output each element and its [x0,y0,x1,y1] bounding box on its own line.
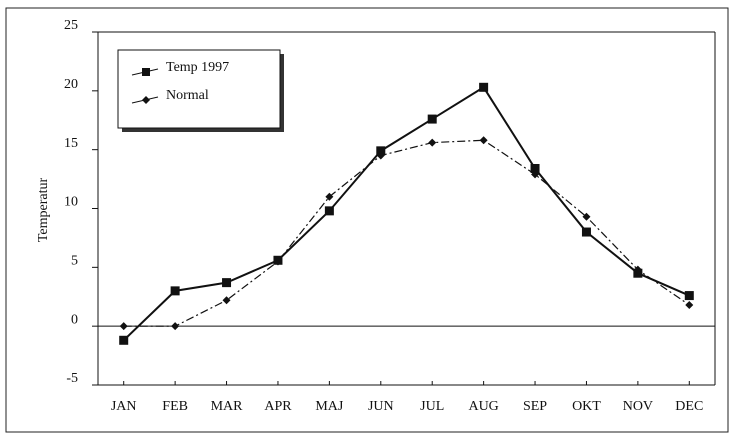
marker [142,96,150,104]
y-tick-label: 5 [71,254,78,269]
marker [171,322,180,331]
marker [376,146,386,156]
marker [530,163,540,173]
marker [582,212,591,221]
y-tick-label: 0 [71,312,78,327]
frame [5,7,729,433]
marker [222,278,232,288]
x-tick-label: SEP [523,399,547,414]
marker [684,291,694,301]
x-tick-label: FEB [162,399,188,414]
marker [376,151,385,160]
marker [142,68,150,76]
x-tick-label: JUN [368,399,394,414]
marker [581,227,591,237]
marker [479,136,488,145]
series-line [123,85,690,342]
x-tick-label: MAR [211,399,244,414]
x-tick-label: OKT [572,399,601,414]
x-tick-label: NOV [623,399,653,414]
x-tick-label: MAJ [315,399,344,414]
legend-label: Normal [166,88,209,103]
marker [273,257,282,266]
y-axis-label: Temperatur [36,178,51,243]
legend-label: Temp 1997 [166,60,229,75]
marker [170,286,180,296]
x-tick-label: DEC [675,399,703,414]
x-tick-label: AUG [468,399,498,414]
marker [119,322,128,331]
legend-box [117,49,281,129]
x-tick-label: JUL [420,399,444,414]
marker [325,192,334,201]
marker [428,138,437,147]
x-tick-label: JAN [111,399,137,414]
y-tick-label: 25 [64,18,78,33]
y-tick-label: -5 [66,371,78,386]
marker [633,265,642,274]
marker [324,206,334,216]
marker [685,300,694,309]
marker [531,170,540,179]
y-tick-label: 15 [64,136,78,151]
marker [427,114,437,124]
marker [222,296,231,305]
x-tick-label: APR [264,399,292,414]
series-line [123,139,690,327]
y-tick-label: 10 [64,195,78,210]
marker [119,335,129,345]
marker [479,82,489,92]
y-tick-label: 20 [64,77,78,92]
